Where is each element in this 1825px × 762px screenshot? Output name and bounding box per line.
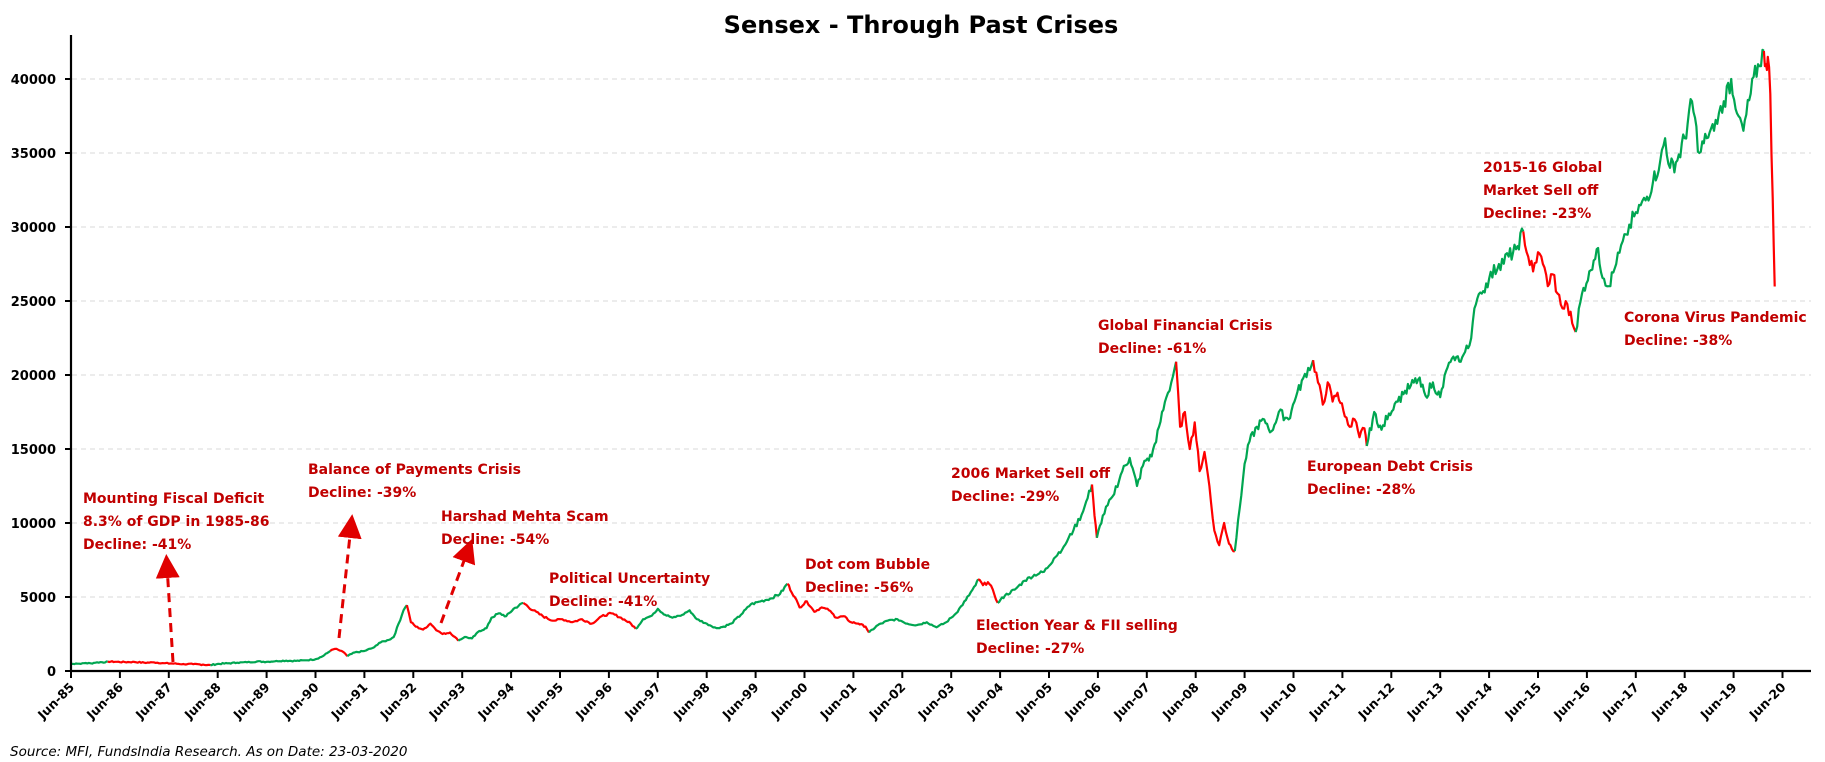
normal-segment — [457, 601, 524, 642]
y-tick-label: 0 — [47, 665, 56, 680]
y-tick-label: 5000 — [20, 591, 56, 606]
annotation-corona-virus: Corona Virus Pandemic Decline: -38% — [1624, 310, 1812, 349]
x-tick-label: Jun-88 — [181, 680, 224, 723]
y-tick-label: 15000 — [11, 443, 56, 458]
crisis-segment — [107, 660, 211, 667]
x-tick-label: Jun-13 — [1403, 680, 1446, 723]
source-note: Source: MFI, FundsIndia Research. As on … — [10, 744, 407, 760]
x-tick-label: Jun-20 — [1745, 679, 1788, 722]
x-tick-label: Jun-85 — [34, 680, 77, 723]
x-tick-label: Jun-17 — [1599, 680, 1642, 723]
y-tick-label: 25000 — [11, 295, 56, 310]
normal-segment — [1365, 227, 1525, 447]
crisis-segment — [1762, 50, 1776, 287]
normal-segment — [70, 660, 108, 666]
annotation-2015-16-sell-off: 2015-16 Global Market Sell off Decline: … — [1483, 160, 1607, 222]
x-tick-label: Jun-95 — [523, 680, 566, 723]
annotation-fiscal-deficit: Mounting Fiscal Deficit 8.3% of GDP in 1… — [83, 491, 274, 553]
x-tick-label: Jun-19 — [1697, 680, 1740, 723]
normal-segment — [1095, 361, 1178, 539]
annotation-arrows — [155, 514, 476, 663]
annotation-political-uncertainty: Political Uncertainty Decline: -41% — [549, 571, 715, 610]
x-tick-label: Jun-06 — [1061, 679, 1104, 722]
x-tick-label: Jun-90 — [278, 679, 321, 722]
normal-segment — [1233, 359, 1315, 552]
y-tick-label: 30000 — [11, 221, 56, 236]
x-tick-label: Jun-09 — [1208, 680, 1251, 723]
annotation-european-debt-crisis: European Debt Crisis Decline: -28% — [1307, 459, 1478, 498]
crisis-segment — [1175, 361, 1235, 553]
sensex-series — [70, 48, 1776, 667]
y-tick-label: 35000 — [11, 147, 56, 162]
normal-segment — [210, 650, 331, 667]
x-tick-label: Jun-16 — [1550, 679, 1593, 722]
x-tick-label: Jun-05 — [1012, 680, 1055, 723]
annotations: Mounting Fiscal Deficit 8.3% of GDP in 1… — [83, 160, 1812, 657]
crisis-segment — [329, 647, 349, 657]
y-tick-label: 10000 — [11, 517, 56, 532]
x-tick-label: Jun-91 — [327, 680, 370, 723]
annotation-balance-of-payments: Balance of Payments Crisis Decline: -39% — [308, 462, 526, 501]
normal-segment — [635, 582, 789, 630]
crisis-segment — [1090, 484, 1098, 538]
x-tick-label: Jun-01 — [816, 680, 859, 723]
crisis-segment — [1312, 360, 1368, 447]
x-tick-label: Jun-97 — [621, 680, 664, 723]
x-tick-label: Jun-11 — [1305, 680, 1348, 723]
y-axis-ticks: 0 5000 10000 15000 20000 25000 30000 35000 40000 — [11, 73, 71, 680]
x-tick-label: Jun-99 — [719, 680, 762, 723]
y-tick-label: 40000 — [11, 73, 56, 88]
x-tick-label: Jun-18 — [1648, 680, 1691, 723]
normal-segment — [1574, 48, 1765, 333]
x-tick-label: Jun-94 — [474, 679, 517, 722]
x-tick-label: Jun-15 — [1501, 680, 1544, 723]
x-tick-label: Jun-93 — [425, 680, 468, 723]
annotation-election-year: Election Year & FII selling Decline: -27… — [976, 618, 1183, 657]
x-tick-label: Jun-86 — [83, 679, 126, 722]
normal-segment — [997, 484, 1094, 604]
x-tick-label: Jun-89 — [230, 680, 273, 723]
annotation-2006-sell-off: 2006 Market Sell off Decline: -29% — [951, 466, 1115, 505]
x-tick-label: Jun-87 — [132, 680, 175, 723]
arrow-balance-of-payments — [337, 514, 362, 639]
x-tick-label: Jun-00 — [767, 679, 810, 722]
x-tick-label: Jun-10 — [1256, 679, 1299, 722]
normal-segment — [868, 578, 980, 634]
x-tick-label: Jun-92 — [376, 680, 419, 723]
crisis-segment — [977, 578, 999, 604]
x-tick-label: Jun-12 — [1354, 680, 1397, 723]
arrow-fiscal-deficit — [155, 554, 180, 663]
crisis-segment — [1522, 231, 1577, 333]
x-tick-label: Jun-07 — [1110, 680, 1153, 723]
annotation-dot-com-bubble: Dot com Bubble Decline: -56% — [805, 557, 935, 596]
x-tick-label: Jun-03 — [914, 680, 957, 723]
x-tick-label: Jun-14 — [1452, 679, 1495, 722]
normal-segment — [346, 604, 408, 658]
y-tick-label: 20000 — [11, 369, 56, 384]
annotation-harshad-mehta: Harshad Mehta Scam Decline: -54% — [441, 509, 613, 548]
gridlines — [72, 78, 1811, 598]
x-tick-label: Jun-98 — [670, 680, 713, 723]
arrow-harshad-mehta — [439, 538, 476, 624]
annotation-global-financial-crisis: Global Financial Crisis Decline: -61% — [1098, 318, 1277, 357]
crisis-segment — [405, 604, 460, 642]
crisis-segment — [786, 582, 870, 634]
x-axis-ticks: Jun-85 Jun-86 Jun-87 Jun-88 Jun-89 Jun-90 Jun-… — [34, 671, 1789, 723]
x-tick-label: Jun-96 — [572, 679, 615, 722]
x-tick-label: Jun-04 — [963, 679, 1006, 722]
chart-title: Sensex - Through Past Crises — [724, 11, 1119, 39]
x-tick-label: Jun-02 — [865, 680, 908, 723]
crisis-segment — [522, 602, 637, 630]
x-tick-label: Jun-08 — [1159, 680, 1202, 723]
